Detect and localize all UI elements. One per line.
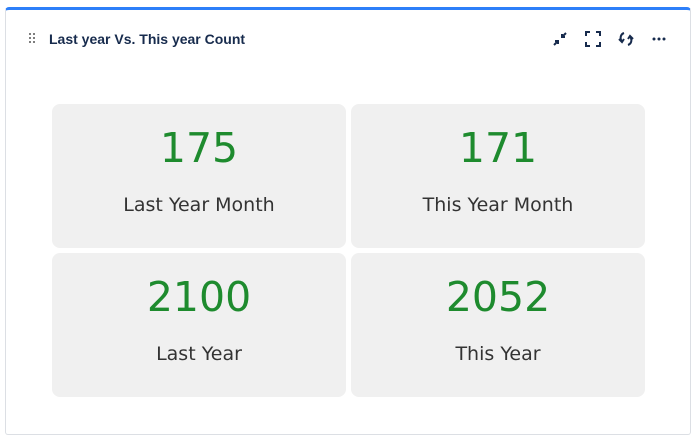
more-icon[interactable] bbox=[650, 30, 668, 48]
tile-label: Last Year Month bbox=[123, 194, 275, 216]
tile-value: 2052 bbox=[445, 273, 551, 321]
drag-handle-icon[interactable] bbox=[28, 32, 36, 44]
refresh-icon[interactable] bbox=[617, 30, 635, 48]
collapse-icon[interactable] bbox=[551, 30, 569, 48]
tile-value: 171 bbox=[458, 124, 538, 172]
tile-label: Last Year bbox=[156, 343, 242, 365]
widget-title: Last year Vs. This year Count bbox=[49, 31, 246, 47]
tile-last-year-month: 175 Last Year Month bbox=[52, 104, 346, 248]
tile-this-year: 2052 This Year bbox=[351, 253, 645, 397]
fullscreen-icon[interactable] bbox=[584, 30, 602, 48]
tile-label: This Year bbox=[455, 343, 541, 365]
tile-this-year-month: 171 This Year Month bbox=[351, 104, 645, 248]
tile-value: 2100 bbox=[146, 273, 252, 321]
widget-header: Last year Vs. This year Count bbox=[6, 10, 690, 70]
tile-label: This Year Month bbox=[422, 194, 574, 216]
tile-value: 175 bbox=[159, 124, 239, 172]
tile-last-year: 2100 Last Year bbox=[52, 253, 346, 397]
